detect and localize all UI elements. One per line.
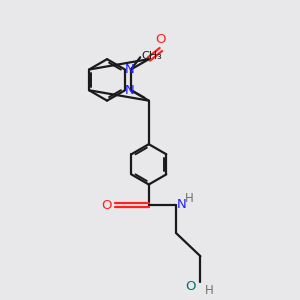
Text: H: H xyxy=(205,284,214,297)
Text: N: N xyxy=(177,197,186,211)
Text: H: H xyxy=(185,192,194,205)
Text: O: O xyxy=(101,199,112,212)
Text: O: O xyxy=(156,33,166,46)
Text: O: O xyxy=(185,280,196,293)
Text: N: N xyxy=(125,63,134,76)
Text: CH₃: CH₃ xyxy=(141,51,162,62)
Text: N: N xyxy=(125,84,134,97)
